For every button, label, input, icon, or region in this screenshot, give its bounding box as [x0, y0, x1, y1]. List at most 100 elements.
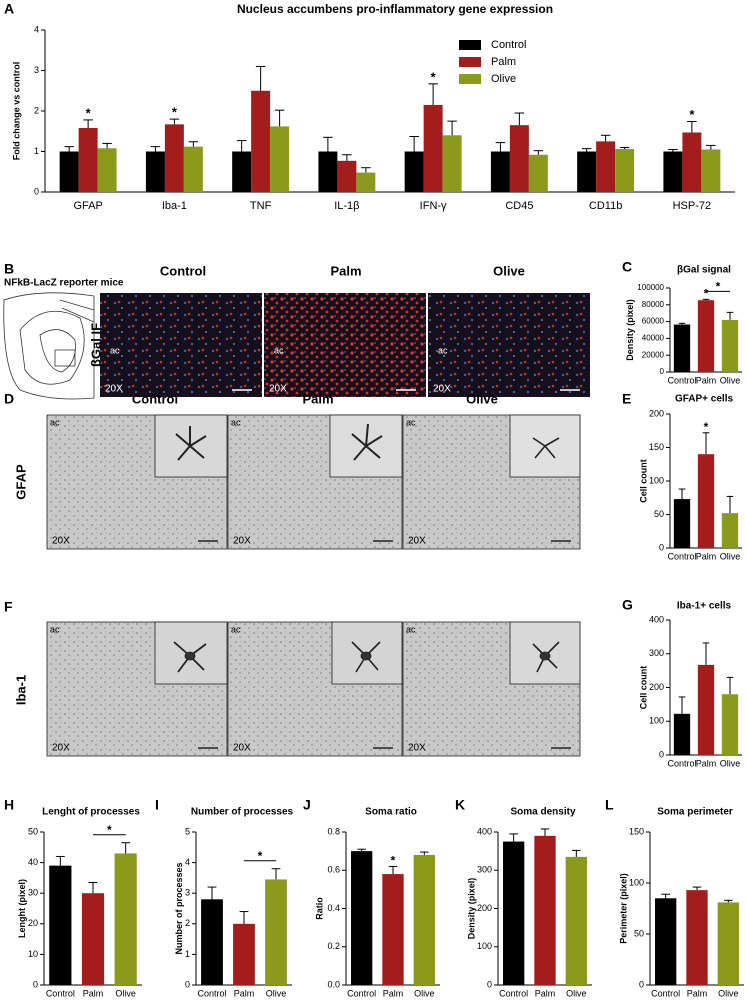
bar — [682, 132, 702, 192]
bar — [721, 319, 739, 372]
y-tick-label: 20 — [28, 918, 38, 928]
y-tick-label: 0 — [659, 542, 664, 552]
bar — [490, 151, 510, 192]
bar — [59, 151, 79, 192]
bar — [413, 854, 435, 985]
y-tick-label: 50 — [634, 928, 644, 938]
y-tick-label: 150 — [649, 442, 664, 452]
y-tick-label: 0.4 — [327, 903, 340, 913]
bar — [701, 149, 721, 192]
bar — [183, 146, 203, 192]
bar — [351, 851, 373, 985]
y-tick-label: 100 — [649, 475, 664, 485]
chart-title: GFAP+ cells — [675, 394, 734, 405]
panel-letter: D — [4, 391, 14, 407]
magnification-label: 20X — [408, 743, 426, 754]
x-tick-label: Olive — [718, 988, 739, 998]
bar — [686, 890, 708, 985]
x-tick-label: Palm — [696, 551, 717, 561]
bar — [265, 879, 287, 985]
panel-letter: C — [622, 259, 632, 275]
region-label: ac — [231, 417, 241, 427]
significance-label: * — [716, 280, 721, 294]
x-tick-label: Iba-1 — [162, 200, 187, 212]
x-tick-label: Olive — [266, 988, 287, 998]
bar — [697, 300, 715, 372]
y-tick-label: 300 — [477, 865, 492, 875]
column-header: Control — [160, 263, 206, 278]
bar — [503, 841, 525, 985]
panel-letter: A — [4, 1, 14, 17]
bar — [270, 126, 290, 192]
region-label: ac — [50, 624, 60, 634]
significance-label: * — [107, 823, 112, 837]
panel-letter: L — [605, 797, 614, 813]
bar — [251, 90, 271, 192]
y-tick-label: 80000 — [642, 300, 665, 309]
panel-letter: J — [303, 797, 311, 813]
bar — [97, 148, 117, 192]
bar — [596, 141, 616, 192]
y-tick-label: 50 — [654, 509, 664, 519]
panel-letter: F — [4, 599, 13, 615]
y-tick-label: 200 — [649, 682, 664, 692]
significance-label: * — [258, 849, 263, 863]
significance-label: * — [172, 105, 178, 120]
bar — [232, 151, 252, 192]
bar — [663, 151, 683, 192]
y-tick-label: 0 — [33, 979, 38, 989]
x-tick-label: Control — [667, 551, 696, 561]
y-axis-label: Cell count — [639, 459, 649, 503]
bar — [356, 172, 376, 192]
bar — [534, 835, 556, 985]
y-tick-label: 0.2 — [327, 941, 340, 951]
chart-title: Soma perimeter — [657, 807, 733, 818]
x-tick-label: Control — [651, 988, 680, 998]
y-tick-label: 0.6 — [327, 865, 340, 875]
x-tick-label: Control — [347, 988, 376, 998]
x-tick-label: CD11b — [589, 200, 622, 212]
panel-letter: K — [455, 797, 465, 813]
x-tick-label: TNF — [250, 200, 272, 212]
x-tick-label: Control — [499, 988, 528, 998]
bar — [404, 151, 424, 192]
x-tick-label: Palm — [535, 988, 556, 998]
bar — [318, 151, 338, 192]
reporter-label: NFkB-LacZ reporter mice — [4, 278, 124, 289]
y-axis-label: Number of processes — [174, 862, 184, 954]
x-tick-label: Palm — [234, 988, 255, 998]
x-tick-label: Olive — [414, 988, 435, 998]
bar — [337, 160, 357, 192]
y-tick-label: 3 — [185, 888, 190, 898]
bar — [114, 853, 137, 985]
bar — [577, 151, 597, 192]
bar — [81, 893, 105, 985]
bar — [655, 898, 677, 985]
magnification-label: 20X — [269, 384, 287, 395]
bar — [78, 128, 98, 192]
chart-title: Iba-1+ cells — [677, 601, 732, 612]
x-tick-label: Control — [46, 988, 75, 998]
legend-swatch — [459, 40, 481, 50]
x-tick-label: Control — [667, 375, 696, 385]
y-tick-label: 100 — [649, 716, 664, 726]
bar — [721, 694, 739, 755]
bar — [509, 125, 529, 192]
y-tick-label: 2 — [185, 918, 190, 928]
significance-label: * — [704, 287, 709, 301]
bar — [145, 151, 165, 192]
chart-title: Soma density — [510, 807, 575, 818]
y-tick-label: 2 — [34, 105, 39, 115]
bar — [233, 923, 255, 985]
chart-title: Lenght of processes — [42, 807, 140, 818]
magnification-label: 20X — [52, 536, 70, 547]
x-tick-label: Olive — [566, 988, 587, 998]
bar — [697, 664, 715, 755]
y-tick-label: 200 — [649, 408, 664, 418]
legend-label: Control — [491, 39, 526, 51]
bar — [615, 149, 635, 192]
magnification-label: 20X — [105, 384, 123, 395]
x-tick-label: HSP-72 — [673, 200, 712, 212]
bar — [697, 454, 715, 548]
